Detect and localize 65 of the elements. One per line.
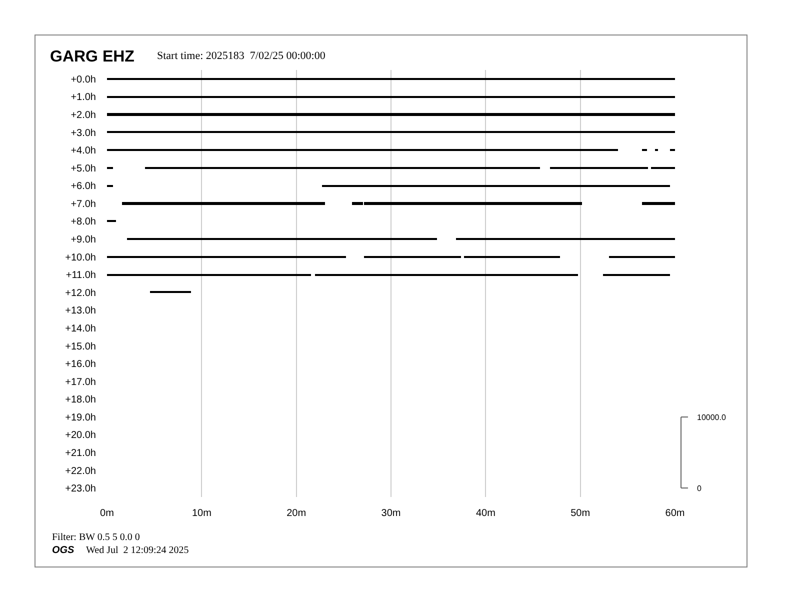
y-tick-label: +18.0h	[65, 394, 96, 406]
y-tick-label: +20.0h	[65, 430, 96, 442]
x-tick-label: 50m	[570, 508, 590, 519]
y-tick-label: +1.0h	[70, 92, 96, 104]
y-tick-label: +23.0h	[65, 484, 96, 495]
text: Filter: BW 0.5 5 0.0 0	[52, 532, 140, 543]
text: 0	[697, 484, 702, 493]
bar	[127, 238, 437, 240]
bar	[609, 256, 675, 258]
bar	[107, 96, 675, 98]
y-tick-label: +19.0h	[65, 412, 96, 424]
text: OGS	[52, 545, 75, 556]
bar	[315, 274, 578, 276]
x-tick-label: 60m	[665, 508, 685, 519]
bar	[322, 185, 670, 187]
bar	[670, 149, 675, 151]
bar	[107, 167, 113, 169]
y-tick-label: +10.0h	[65, 252, 96, 264]
y-tick-label: +8.0h	[70, 216, 96, 228]
bar	[107, 274, 311, 276]
bar	[464, 256, 560, 258]
bar	[107, 256, 346, 258]
x-tick-label: 40m	[476, 508, 496, 519]
bar	[150, 291, 191, 293]
y-tick-label: +0.0h	[70, 74, 96, 86]
bar	[122, 202, 325, 205]
text: Start time: 2025183 7/02/25 00:00:00	[157, 50, 326, 62]
bar	[550, 167, 648, 169]
bar	[107, 220, 116, 222]
y-tick-label: +11.0h	[66, 270, 96, 282]
bar	[642, 202, 675, 205]
y-tick-label: +4.0h	[70, 146, 96, 157]
bar	[107, 149, 618, 151]
y-tick-label: +6.0h	[70, 181, 96, 192]
bar	[145, 167, 540, 169]
y-tick-label: +17.0h	[65, 376, 96, 388]
chart-title: GARG EHZ	[50, 48, 135, 66]
bar	[364, 256, 461, 258]
y-tick-label: +2.0h	[70, 110, 96, 121]
x-tick-label: 30m	[381, 508, 401, 519]
bar	[107, 131, 675, 133]
bar	[642, 149, 647, 151]
bar	[655, 149, 658, 151]
text: Wed Jul 2 12:09:24 2025	[86, 545, 189, 556]
bar	[107, 78, 675, 80]
y-tick-label: +16.0h	[65, 359, 96, 370]
bar	[107, 113, 675, 116]
x-tick-label: 20m	[286, 508, 306, 519]
bar	[456, 238, 675, 240]
y-tick-label: +22.0h	[65, 466, 96, 477]
y-tick-label: +21.0h	[65, 448, 96, 460]
y-tick-label: +5.0h	[70, 163, 96, 174]
bar	[651, 167, 675, 169]
bar	[107, 185, 113, 187]
x-tick-label: 0m	[100, 508, 114, 519]
bar	[603, 274, 670, 276]
y-tick-label: +7.0h	[70, 198, 96, 210]
y-tick-label: +9.0h	[70, 234, 96, 246]
x-tick-label: 10m	[192, 508, 212, 519]
y-tick-label: +14.0h	[65, 323, 96, 334]
y-tick-label: +13.0h	[65, 306, 96, 317]
text: 10000.0	[697, 413, 726, 422]
y-tick-label: +15.0h	[65, 341, 96, 352]
y-tick-label: +12.0h	[65, 288, 96, 299]
y-tick-label: +3.0h	[70, 128, 96, 139]
